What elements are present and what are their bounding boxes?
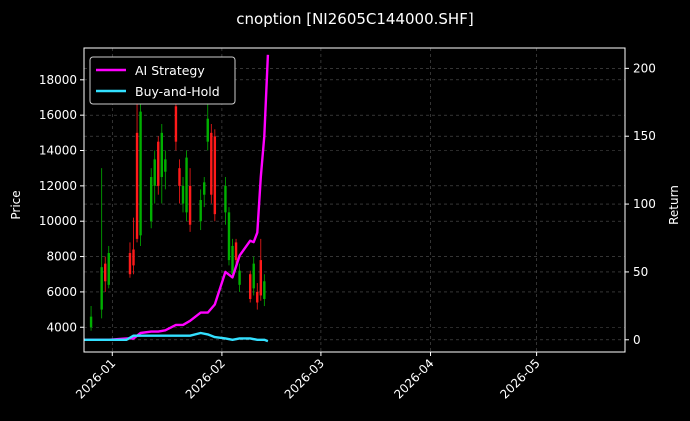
candle [89, 306, 93, 331]
candle [139, 97, 142, 246]
candle-body [188, 185, 192, 225]
plot-frame [83, 47, 626, 353]
candle [213, 129, 217, 222]
candle [149, 168, 153, 229]
candle [104, 256, 107, 292]
candle [210, 124, 213, 204]
return-lines [84, 54, 270, 343]
candle-body [259, 260, 262, 296]
candle-body [153, 159, 156, 186]
candle-body [157, 141, 160, 186]
candle [224, 177, 227, 225]
candle-body [224, 185, 227, 213]
candle [199, 189, 202, 231]
candle [153, 150, 156, 204]
candle-body [227, 212, 231, 261]
right-tick-label: 150 [633, 129, 656, 143]
buy-and-hold-line [84, 331, 269, 343]
candle-body [135, 132, 139, 239]
candle-body [181, 185, 185, 204]
candle-body [210, 132, 213, 195]
ai-strategy-line [84, 54, 270, 341]
candle-body [128, 253, 132, 275]
left-tick-label: 12000 [39, 179, 77, 193]
left-tick-label: 14000 [39, 144, 77, 158]
candle-body [107, 253, 110, 285]
candle [188, 168, 192, 232]
candle-body [89, 316, 93, 328]
right-y-axis: 0 50 100 150 200 [625, 61, 656, 347]
candle-body [149, 177, 153, 222]
candle [107, 245, 110, 289]
left-tick-label: 6000 [46, 285, 77, 299]
candle-body [256, 291, 259, 303]
chart-title: cnoption [NI2605C144000.SHF] [236, 10, 473, 28]
chart-legend: AI Strategy Buy-and-Hold [89, 56, 236, 105]
candle [174, 101, 178, 151]
candle-body [238, 270, 241, 285]
candle-body [185, 157, 188, 213]
candle [206, 101, 209, 151]
candle [231, 238, 234, 278]
right-tick-label: 100 [633, 197, 656, 211]
candle [248, 270, 252, 303]
y-axis-label-left: Price [9, 190, 23, 219]
candle [252, 256, 255, 296]
right-tick-label: 200 [633, 61, 656, 75]
candle [227, 207, 231, 266]
candle [100, 168, 103, 319]
candle-body [104, 263, 107, 282]
candle [164, 150, 167, 190]
legend-box [89, 56, 236, 105]
legend-label-ai-strategy: AI Strategy [135, 63, 205, 78]
candle [234, 238, 238, 266]
left-tick-label: 8000 [46, 250, 77, 264]
candle-body [139, 111, 142, 236]
left-tick-label: 10000 [39, 214, 77, 228]
candle-body [199, 200, 202, 222]
candle-body [203, 182, 206, 195]
candle-body [248, 274, 252, 299]
candle [135, 79, 139, 243]
candle-body [234, 242, 238, 261]
candle-body [160, 132, 163, 178]
candle-body [213, 136, 217, 215]
candle [259, 238, 262, 301]
candle [203, 177, 206, 208]
candle [181, 177, 185, 213]
candle-body [174, 106, 178, 142]
candle-body [178, 168, 181, 186]
candle-body [164, 159, 167, 172]
candle [132, 217, 135, 275]
candle [157, 136, 160, 195]
candle-body [132, 249, 135, 266]
left-y-axis: 4000 6000 8000 10000 12000 14000 16000 18000 [39, 73, 84, 334]
right-tick-label: 50 [633, 265, 648, 279]
candle [256, 283, 259, 310]
candle [128, 242, 132, 278]
candle-body [252, 263, 255, 289]
left-tick-label: 18000 [39, 73, 77, 87]
candlestick-series [89, 79, 266, 331]
candle [160, 124, 163, 204]
candle-body [100, 267, 103, 310]
candle-body [263, 281, 266, 299]
candle-body [231, 245, 234, 275]
candle [185, 150, 188, 222]
candle-body [206, 118, 209, 142]
left-tick-label: 16000 [39, 108, 77, 122]
candle [178, 159, 181, 204]
right-tick-label: 0 [633, 333, 641, 347]
left-tick-label: 4000 [46, 320, 77, 334]
legend-label-buy-and-hold: Buy-and-Hold [135, 84, 220, 99]
y-axis-label-right: Return [667, 185, 681, 225]
candle [263, 274, 266, 307]
candle [238, 263, 241, 292]
